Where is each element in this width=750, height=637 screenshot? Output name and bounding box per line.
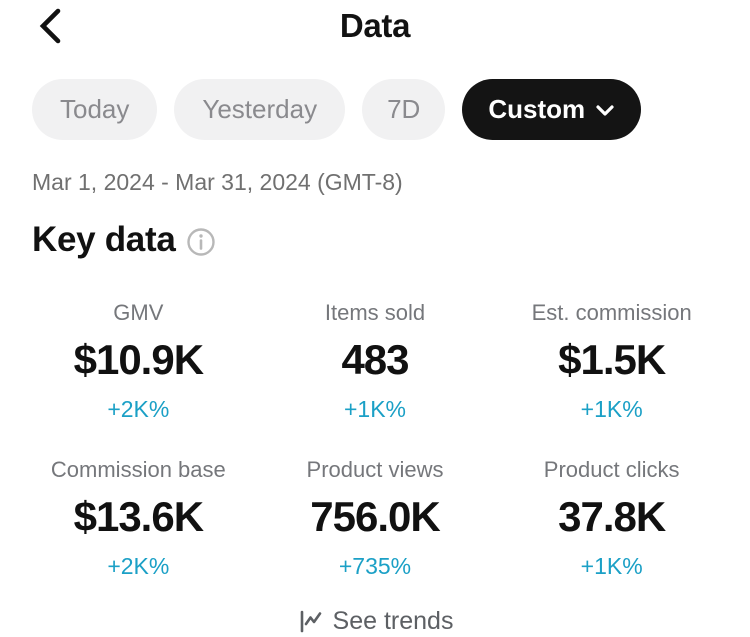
filter-yesterday[interactable]: Yesterday <box>174 79 346 140</box>
filter-today[interactable]: Today <box>32 79 158 140</box>
info-button[interactable] <box>186 227 216 257</box>
info-circle-icon <box>186 228 215 256</box>
chevron-down-icon <box>596 104 614 116</box>
back-button[interactable] <box>26 2 74 50</box>
chevron-left-icon <box>39 8 61 44</box>
metric-card-items-sold: Items sold 483 +1K% <box>257 300 494 422</box>
metric-value: $10.9K <box>73 336 204 383</box>
see-trends-label: See trends <box>332 607 454 635</box>
metric-delta: +1K% <box>580 396 643 422</box>
metric-label: Commission base <box>50 457 226 482</box>
metric-delta: +1K% <box>580 553 643 579</box>
metric-label: Product clicks <box>543 457 680 482</box>
metric-card-gmv: GMV $10.9K +2K% <box>20 300 257 422</box>
page-title: Data <box>339 7 411 44</box>
metric-value: $13.6K <box>73 493 204 540</box>
metrics-grid: GMV $10.9K +2K% Items sold 483 +1K% Est.… <box>0 300 750 579</box>
metric-card-product-clicks: Product clicks 37.8K +1K% <box>493 457 730 579</box>
metric-value: $1.5K <box>558 336 666 383</box>
see-trends-button[interactable]: See trends <box>0 605 750 637</box>
metric-label: GMV <box>113 300 164 325</box>
filter-custom-label: Custom <box>488 94 586 124</box>
section-title: Key data <box>32 220 176 259</box>
metric-value: 37.8K <box>558 493 666 540</box>
metric-card-commission-base: Commission base $13.6K +2K% <box>20 457 257 579</box>
trend-line-icon <box>300 610 321 632</box>
top-bar: Data <box>0 0 750 52</box>
key-data-section-header: Key data <box>0 219 750 261</box>
metric-card-est-commission: Est. commission $1.5K +1K% <box>493 300 730 422</box>
date-range-text: Mar 1, 2024 - Mar 31, 2024 (GMT-8) <box>32 169 403 195</box>
metric-delta: +2K% <box>107 396 170 422</box>
metric-value: 756.0K <box>310 493 440 540</box>
metric-delta: +2K% <box>107 553 170 579</box>
metric-label: Est. commission <box>531 300 692 325</box>
metric-card-product-views: Product views 756.0K +735% <box>257 457 494 579</box>
filter-custom[interactable]: Custom <box>462 79 642 140</box>
metric-label: Items sold <box>324 300 426 325</box>
metric-value: 483 <box>341 336 409 383</box>
metric-label: Product views <box>306 457 444 482</box>
metric-delta: +735% <box>338 553 412 579</box>
date-filter-group: Today Yesterday 7D Custom <box>0 79 750 140</box>
filter-7d[interactable]: 7D <box>362 79 446 140</box>
metric-delta: +1K% <box>343 396 406 422</box>
